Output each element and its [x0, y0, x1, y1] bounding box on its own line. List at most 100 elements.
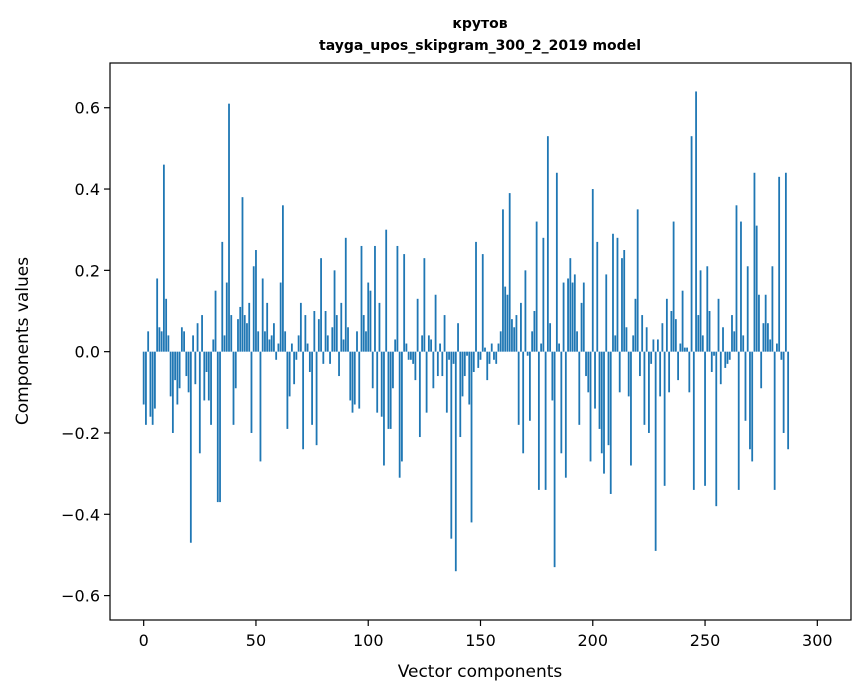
bar — [515, 315, 518, 352]
bar — [445, 351, 448, 413]
bar — [252, 266, 255, 352]
bar — [683, 347, 686, 352]
bar — [409, 351, 412, 360]
bar — [665, 298, 668, 352]
bar — [688, 351, 691, 393]
bar — [145, 351, 147, 425]
bar — [329, 351, 331, 364]
bar — [710, 351, 713, 372]
bar — [477, 351, 480, 368]
bar — [295, 351, 298, 360]
bar — [506, 294, 509, 352]
bar — [520, 302, 522, 352]
bar — [461, 351, 464, 397]
bar — [230, 315, 233, 352]
bar — [221, 241, 224, 352]
bar — [196, 323, 199, 352]
bar — [726, 351, 729, 364]
bar — [358, 351, 361, 409]
bar — [261, 278, 264, 352]
bar — [472, 351, 475, 372]
bar — [311, 351, 313, 425]
bar — [531, 331, 534, 352]
bar — [194, 351, 197, 385]
bar — [724, 351, 727, 368]
bar — [755, 225, 758, 352]
bar — [488, 351, 491, 364]
bar — [508, 193, 511, 352]
bar — [686, 347, 688, 352]
bar — [529, 351, 531, 421]
bar — [706, 266, 709, 352]
bar — [737, 351, 740, 490]
bar — [591, 189, 594, 352]
bar — [304, 315, 307, 352]
bar — [250, 351, 253, 433]
bar — [306, 343, 309, 352]
x-axis-label: Vector components — [398, 662, 563, 682]
bar — [616, 237, 619, 352]
bar — [198, 351, 201, 454]
bar — [625, 327, 628, 352]
bar — [493, 351, 495, 360]
bar — [205, 351, 208, 372]
bar — [553, 351, 556, 568]
bar — [495, 351, 498, 364]
bar — [165, 298, 168, 352]
bar — [659, 351, 662, 397]
bar — [156, 278, 159, 352]
bar — [468, 351, 471, 405]
bar — [418, 351, 421, 438]
bar — [551, 351, 554, 401]
bar — [609, 351, 612, 494]
bar — [452, 351, 455, 364]
y-tick-label: 0.0 — [75, 343, 100, 362]
bar — [713, 351, 715, 356]
bar — [607, 351, 610, 446]
bar — [378, 302, 381, 352]
bar — [652, 339, 655, 352]
bar — [342, 339, 345, 352]
bar — [290, 343, 293, 352]
bar — [560, 351, 563, 454]
bar — [513, 327, 516, 352]
bar — [511, 319, 513, 352]
bar — [760, 351, 763, 389]
bar — [223, 335, 226, 352]
bar — [349, 351, 352, 401]
bar — [612, 233, 614, 352]
bar — [178, 351, 181, 389]
bar — [315, 351, 318, 446]
bar — [356, 331, 358, 352]
bar — [207, 351, 210, 401]
plot-frame — [109, 62, 852, 621]
bar — [499, 331, 502, 352]
bar — [320, 258, 322, 352]
bar — [546, 136, 549, 352]
bar — [708, 311, 711, 352]
bar — [780, 351, 783, 360]
bar — [479, 351, 482, 360]
bar — [189, 351, 192, 543]
bar — [362, 315, 365, 352]
bar — [587, 351, 590, 393]
bar — [149, 351, 152, 417]
bar — [600, 351, 603, 454]
bar — [537, 351, 540, 490]
x-tick-label: 100 — [353, 631, 384, 650]
bar — [158, 327, 161, 352]
bar — [264, 331, 266, 352]
bar — [299, 302, 302, 352]
bar — [735, 205, 738, 352]
bar — [740, 221, 742, 352]
bar — [542, 237, 545, 352]
bar — [259, 351, 262, 462]
y-tick-label: 0.4 — [75, 180, 100, 199]
bar — [387, 351, 390, 429]
bar — [544, 351, 547, 490]
bar — [351, 351, 354, 413]
bar — [425, 351, 428, 413]
bar — [324, 311, 327, 352]
bar — [203, 351, 206, 401]
bar — [722, 327, 724, 352]
